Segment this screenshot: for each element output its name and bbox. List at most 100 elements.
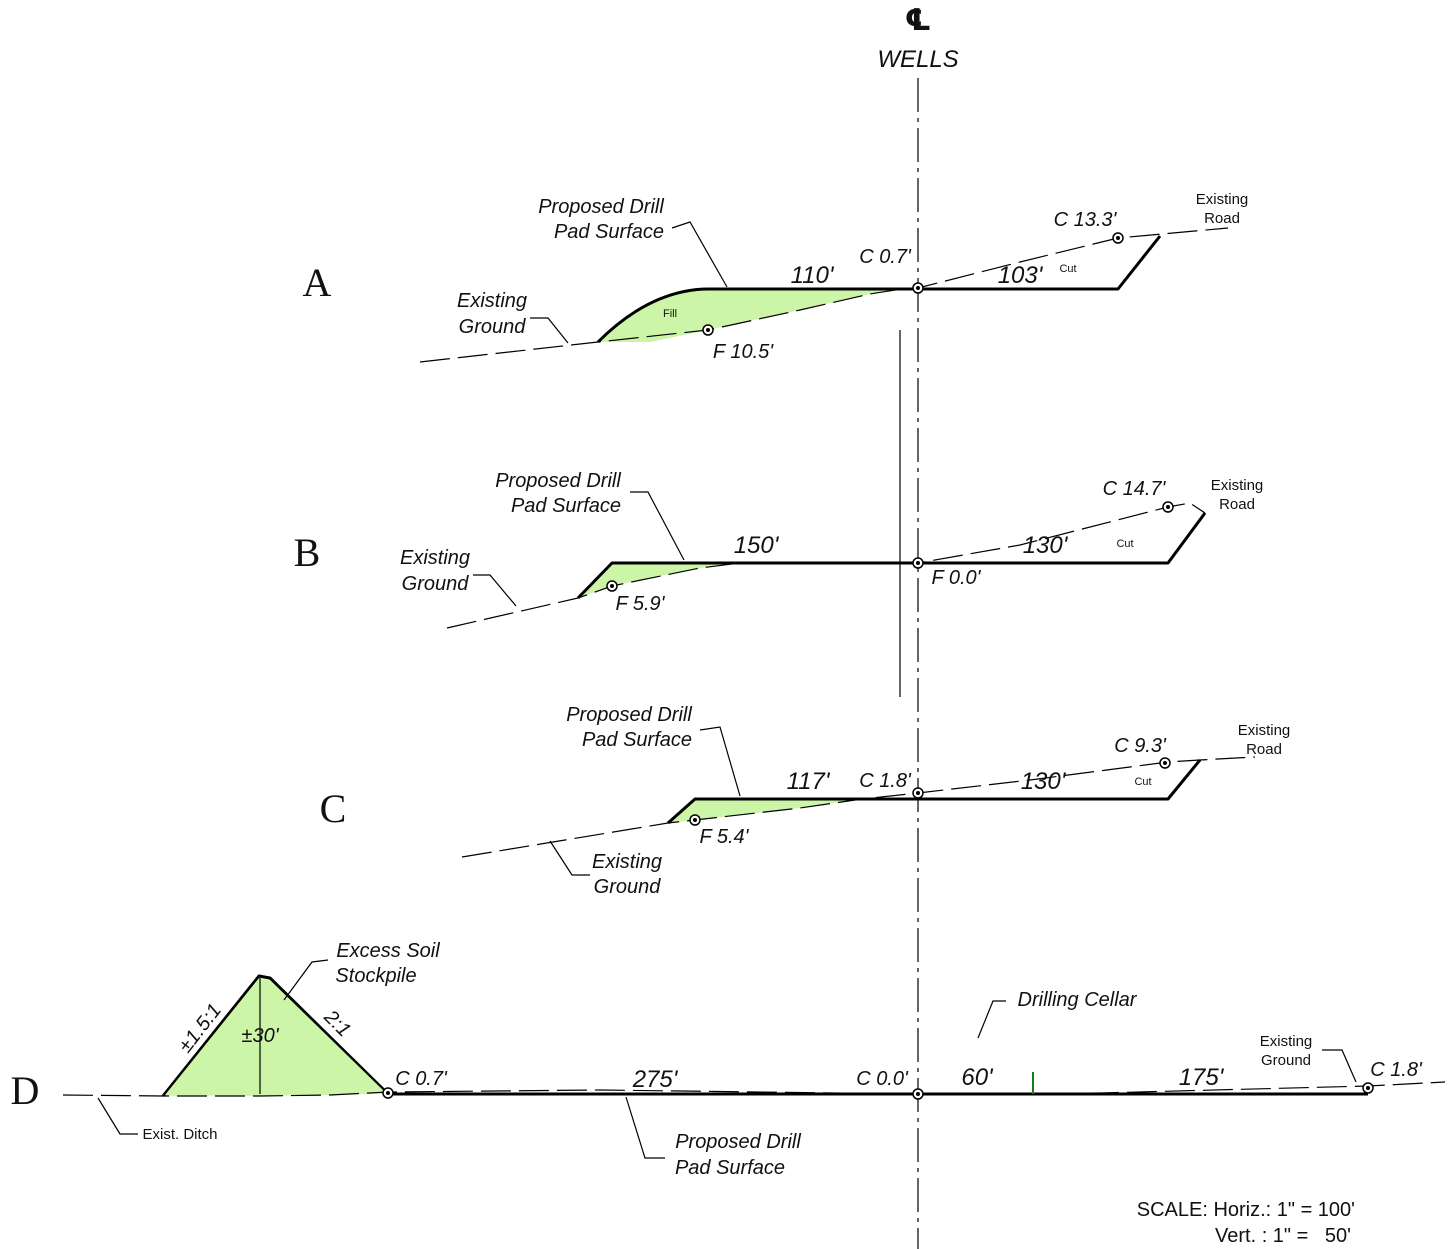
scale-line-1: SCALE: Horiz.: 1" = 100'	[1137, 1199, 1355, 1221]
section-b-cut-word: Cut	[1116, 538, 1133, 550]
section-a-pad-label-2: Pad Surface	[554, 221, 664, 243]
section-b-ground-label-1: Existing	[400, 547, 470, 569]
section-d-stockpile-label-1: Excess Soil	[336, 940, 440, 962]
section-b-dim-right: 130'	[1023, 532, 1069, 559]
section-b-cut-dot	[1166, 505, 1170, 509]
section-a-ground-label-2: Ground	[459, 316, 527, 338]
section-a-dim-right: 103'	[998, 262, 1044, 289]
section-b-ground-leader	[473, 574, 517, 607]
section-c-edge-cut: C 9.3'	[1114, 735, 1167, 757]
section-d-pad-label-2: Pad Surface	[675, 1157, 785, 1179]
section-c-road-label-2: Road	[1246, 741, 1282, 758]
section-b-edge-cut: C 14.7'	[1103, 478, 1167, 500]
section-d-cellar-leader	[977, 1000, 1006, 1039]
section-c-pad-label-2: Pad Surface	[582, 729, 692, 751]
section-d-right-edge: C 1.8'	[1370, 1059, 1423, 1081]
section-a-center-value: C 0.7'	[859, 246, 912, 268]
scale-note: SCALE: Horiz.: 1" = 100' Vert. : 1" = 50…	[1137, 1199, 1355, 1247]
section-d-label: D	[11, 1068, 40, 1113]
section-d-center-value: C 0.0'	[856, 1068, 909, 1090]
section-b-pad-label-2: Pad Surface	[511, 495, 621, 517]
section-c-existing-ground	[461, 756, 1256, 858]
section-d-center-dot	[916, 1092, 920, 1096]
section-d-left-dot	[386, 1091, 390, 1095]
section-d-cellar-label: Drilling Cellar	[1018, 989, 1138, 1011]
section-b-fill-area	[578, 563, 735, 598]
section-a-cut-word: Cut	[1059, 263, 1076, 275]
section-a-pad-label-1: Proposed Drill	[538, 196, 664, 218]
section-d-left-edge: C 0.7'	[395, 1068, 448, 1090]
section-b-dim-left: 150'	[734, 532, 780, 559]
section-b-ground-label-2: Ground	[402, 573, 470, 595]
section-b-label: B	[294, 530, 321, 575]
section-a-cut-dot	[1116, 236, 1120, 240]
section-c-ground-label-2: Ground	[594, 876, 662, 898]
section-d-right-dot	[1366, 1086, 1370, 1090]
section-c-ground-leader	[549, 840, 590, 876]
section-d-ditch-leader	[97, 1097, 138, 1135]
section-b-pad-label-1: Proposed Drill	[495, 470, 621, 492]
section-c-cut-dot	[1163, 761, 1167, 765]
section-a-fill-dot	[706, 328, 710, 332]
section-c-pad-label-1: Proposed Drill	[566, 704, 692, 726]
section-d-dim-right: 175'	[1179, 1064, 1225, 1091]
section-c-center-value: C 1.8'	[859, 770, 912, 792]
section-a-edge-cut: C 13.3'	[1054, 209, 1118, 231]
section-a-pad-surface	[596, 235, 1162, 344]
section-c-ground-label-1: Existing	[592, 851, 662, 873]
section-b-center-dot	[916, 561, 920, 565]
section-d-ground-label-2: Ground	[1261, 1052, 1311, 1069]
section-d-existing-ground	[62, 1081, 1446, 1097]
section-a-edge-fill: F 10.5'	[713, 341, 774, 363]
section-b-edge-fill: F 5.9'	[615, 593, 665, 615]
centerline: ℄ WELLS	[877, 4, 959, 1249]
section-c-label: C	[320, 786, 347, 831]
section-a-dim-left: 110'	[791, 262, 835, 289]
section-a-ground-leader	[530, 317, 569, 344]
section-c: C Proposed Drill Pad Surface Existing Gr…	[320, 704, 1291, 898]
section-a-fill-word: Fill	[663, 308, 677, 320]
section-d-ground-label-1: Existing	[1260, 1033, 1313, 1050]
section-b-pad-surface	[576, 512, 1207, 600]
section-a: A Proposed Drill Pad Surface Existing Gr…	[303, 191, 1249, 363]
section-d-stockpile-fill	[165, 978, 385, 1096]
section-a-center-dot	[916, 286, 920, 290]
section-d-dim-left: 275'	[632, 1066, 679, 1093]
section-d-stockpile-height: ±30'	[241, 1025, 279, 1047]
section-b: B Proposed Drill Pad Surface Existing Gr…	[294, 470, 1264, 629]
section-c-dim-right: 130'	[1021, 768, 1067, 795]
section-a-label: A	[303, 260, 332, 305]
section-d-ditch-label: Exist. Ditch	[142, 1126, 217, 1143]
section-c-dim-left: 117'	[787, 768, 831, 795]
section-c-pad-surface	[667, 759, 1202, 825]
section-b-pad-leader	[630, 491, 685, 561]
section-d: D Excess Soil Stockpile ±1.5:1 2:1 ±30' …	[11, 940, 1446, 1179]
section-d-dim-cellar: 60'	[961, 1064, 994, 1091]
section-d-stockpile-label-2: Stockpile	[335, 965, 416, 987]
section-c-fill-dot	[693, 818, 697, 822]
section-a-fill-area	[598, 288, 895, 342]
section-b-fill-dot	[610, 584, 614, 588]
section-d-pad-leader	[625, 1096, 665, 1159]
section-a-pad-leader	[671, 221, 728, 288]
centerline-label: WELLS	[877, 46, 958, 73]
section-a-road-label-2: Road	[1204, 210, 1240, 227]
scale-line-2: Vert. : 1" = 50'	[1215, 1225, 1351, 1247]
section-b-road-label-2: Road	[1219, 496, 1255, 513]
section-a-road-label-1: Existing	[1196, 191, 1249, 208]
section-d-ground-leader	[1322, 1049, 1357, 1083]
section-c-edge-fill: F 5.4'	[699, 826, 749, 848]
section-d-pad-label-1: Proposed Drill	[675, 1131, 801, 1153]
section-b-existing-ground	[446, 502, 1206, 629]
section-b-road-label-1: Existing	[1211, 477, 1264, 494]
section-b-center-value: F 0.0'	[931, 567, 981, 589]
section-c-cut-word: Cut	[1134, 776, 1151, 788]
section-a-ground-label-1: Existing	[457, 290, 527, 312]
section-c-road-label-1: Existing	[1238, 722, 1291, 739]
section-c-center-dot	[916, 791, 920, 795]
section-d-stockpile-leader	[283, 959, 329, 1001]
section-a-existing-ground	[419, 227, 1229, 363]
section-c-pad-leader	[699, 726, 741, 797]
centerline-symbol: ℄	[905, 4, 932, 37]
